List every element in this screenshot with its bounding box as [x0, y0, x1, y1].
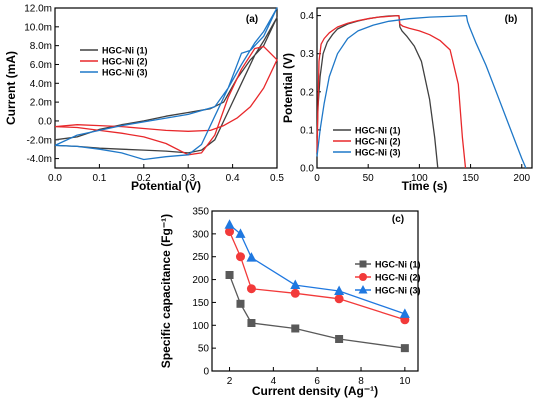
y-tick-label: 2.0m: [30, 98, 52, 109]
x-tick-label: 10: [399, 376, 411, 387]
legend-marker: [359, 273, 367, 281]
x-tick-label: 0.2: [137, 173, 151, 184]
legend-label: HGC-Ni (2): [355, 137, 401, 147]
data-point-square: [291, 324, 300, 333]
data-point-square: [225, 271, 234, 279]
x-tick-label: 0.1: [92, 173, 106, 184]
y-tick-label: 50: [198, 344, 210, 355]
plot-frame: [211, 210, 419, 372]
y-tick-label: 300: [192, 229, 209, 240]
y-axis-label: Specific capacitance (Fg⁻¹): [159, 214, 173, 368]
legend-label: HGC-Ni (3): [102, 68, 148, 78]
data-point-circle: [225, 227, 235, 237]
series-line-2: [228, 231, 406, 321]
y-tick-label: 0.0: [38, 116, 52, 127]
legend-label: HGC-Ni (1): [102, 46, 148, 56]
series-line-2: [54, 45, 278, 156]
data-point-triangle: [290, 279, 301, 290]
series-line-3: [316, 14, 527, 169]
data-point-square: [236, 299, 245, 308]
legend-label: HGC-Ni (2): [375, 273, 421, 283]
y-tick-label: 150: [192, 298, 209, 309]
y-tick-label: 6.0m: [30, 60, 52, 71]
x-tick-label: 50: [363, 173, 375, 184]
y-tick-label: 8.0m: [30, 41, 52, 52]
data-point-square: [247, 319, 256, 327]
series-line-2: [316, 14, 467, 169]
x-tick-label: 4: [271, 376, 277, 387]
y-tick-label: -4.0m: [26, 154, 52, 165]
x-axis-label: Current density (Ag⁻¹): [252, 384, 378, 398]
legend-marker: [359, 260, 367, 268]
y-tick-label: -2.0m: [26, 135, 52, 146]
data-point-triangle: [246, 252, 257, 262]
y-tick-label: 350: [192, 207, 209, 218]
y-tick-label: 10.0m: [24, 22, 52, 33]
plot-frame: [54, 7, 278, 169]
x-tick-label: 0.5: [270, 173, 284, 184]
data-point-triangle: [224, 219, 235, 229]
y-tick-label: 200: [192, 275, 209, 286]
data-point-square: [335, 335, 344, 343]
x-tick-label: 8: [358, 376, 364, 387]
x-tick-label: 0.4: [226, 173, 240, 184]
chart-panel-0: 0.0 0.1 0.2 0.3 0.4 0.5 -4.0m -2.0m 0.0 2.0m 4.0m 6…: [4, 4, 284, 194]
series-line-3: [54, 7, 278, 161]
plot-frame: [316, 7, 533, 169]
y-tick-label: 0.3: [300, 49, 314, 60]
y-tick-label: 250: [192, 252, 209, 263]
y-tick-label: 0.0: [300, 164, 314, 175]
x-tick-label: 0.0: [48, 173, 62, 184]
y-axis-label: Potential (V): [281, 53, 295, 123]
legend-label: HGC-Ni (1): [375, 260, 421, 270]
x-axis-label: Time (s): [402, 179, 448, 193]
legend-marker: [358, 285, 368, 294]
x-tick-label: 0.3: [181, 173, 195, 184]
series-line-1: [54, 16, 278, 154]
legend-label: HGC-Ni (1): [355, 126, 401, 136]
data-point-circle: [334, 294, 344, 304]
x-tick-label: 2: [227, 376, 233, 387]
x-tick-label: 6: [314, 376, 320, 387]
data-point-circle: [290, 288, 300, 298]
y-tick-label: 0.2: [300, 87, 314, 98]
panel-label: (a): [246, 14, 258, 25]
x-tick-label: 150: [462, 173, 479, 184]
y-tick-label: 4.0m: [30, 79, 52, 90]
chart-panel-1: 0 50 100 150 200 0.0 0.1 0.2 0.3 0.4 Time (s) Poten…: [281, 7, 533, 193]
x-tick-label: 0: [314, 173, 320, 184]
panel-label: (b): [505, 14, 518, 25]
legend-label: HGC-Ni (2): [102, 57, 148, 67]
y-tick-label: 0.1: [300, 125, 314, 136]
data-point-circle: [235, 252, 245, 262]
series-line-1: [228, 274, 405, 349]
y-tick-label: 0.4: [300, 11, 314, 22]
panel-label: (c): [392, 214, 404, 225]
data-point-triangle: [399, 308, 410, 318]
legend-label: HGC-Ni (3): [355, 148, 401, 158]
y-axis-label: Current (mA): [4, 51, 18, 125]
y-tick-label: 0: [203, 367, 209, 378]
data-point-triangle: [235, 228, 246, 238]
data-point-circle: [246, 284, 256, 294]
y-tick-label: 12.0m: [24, 4, 52, 15]
data-point-triangle: [334, 285, 345, 295]
legend-label: HGC-Ni (3): [375, 286, 421, 296]
x-tick-label: 100: [411, 173, 428, 184]
x-axis-label: Potential (V): [131, 179, 201, 193]
y-tick-label: 100: [192, 321, 209, 332]
data-point-square: [400, 344, 409, 353]
x-tick-label: 200: [513, 173, 530, 184]
